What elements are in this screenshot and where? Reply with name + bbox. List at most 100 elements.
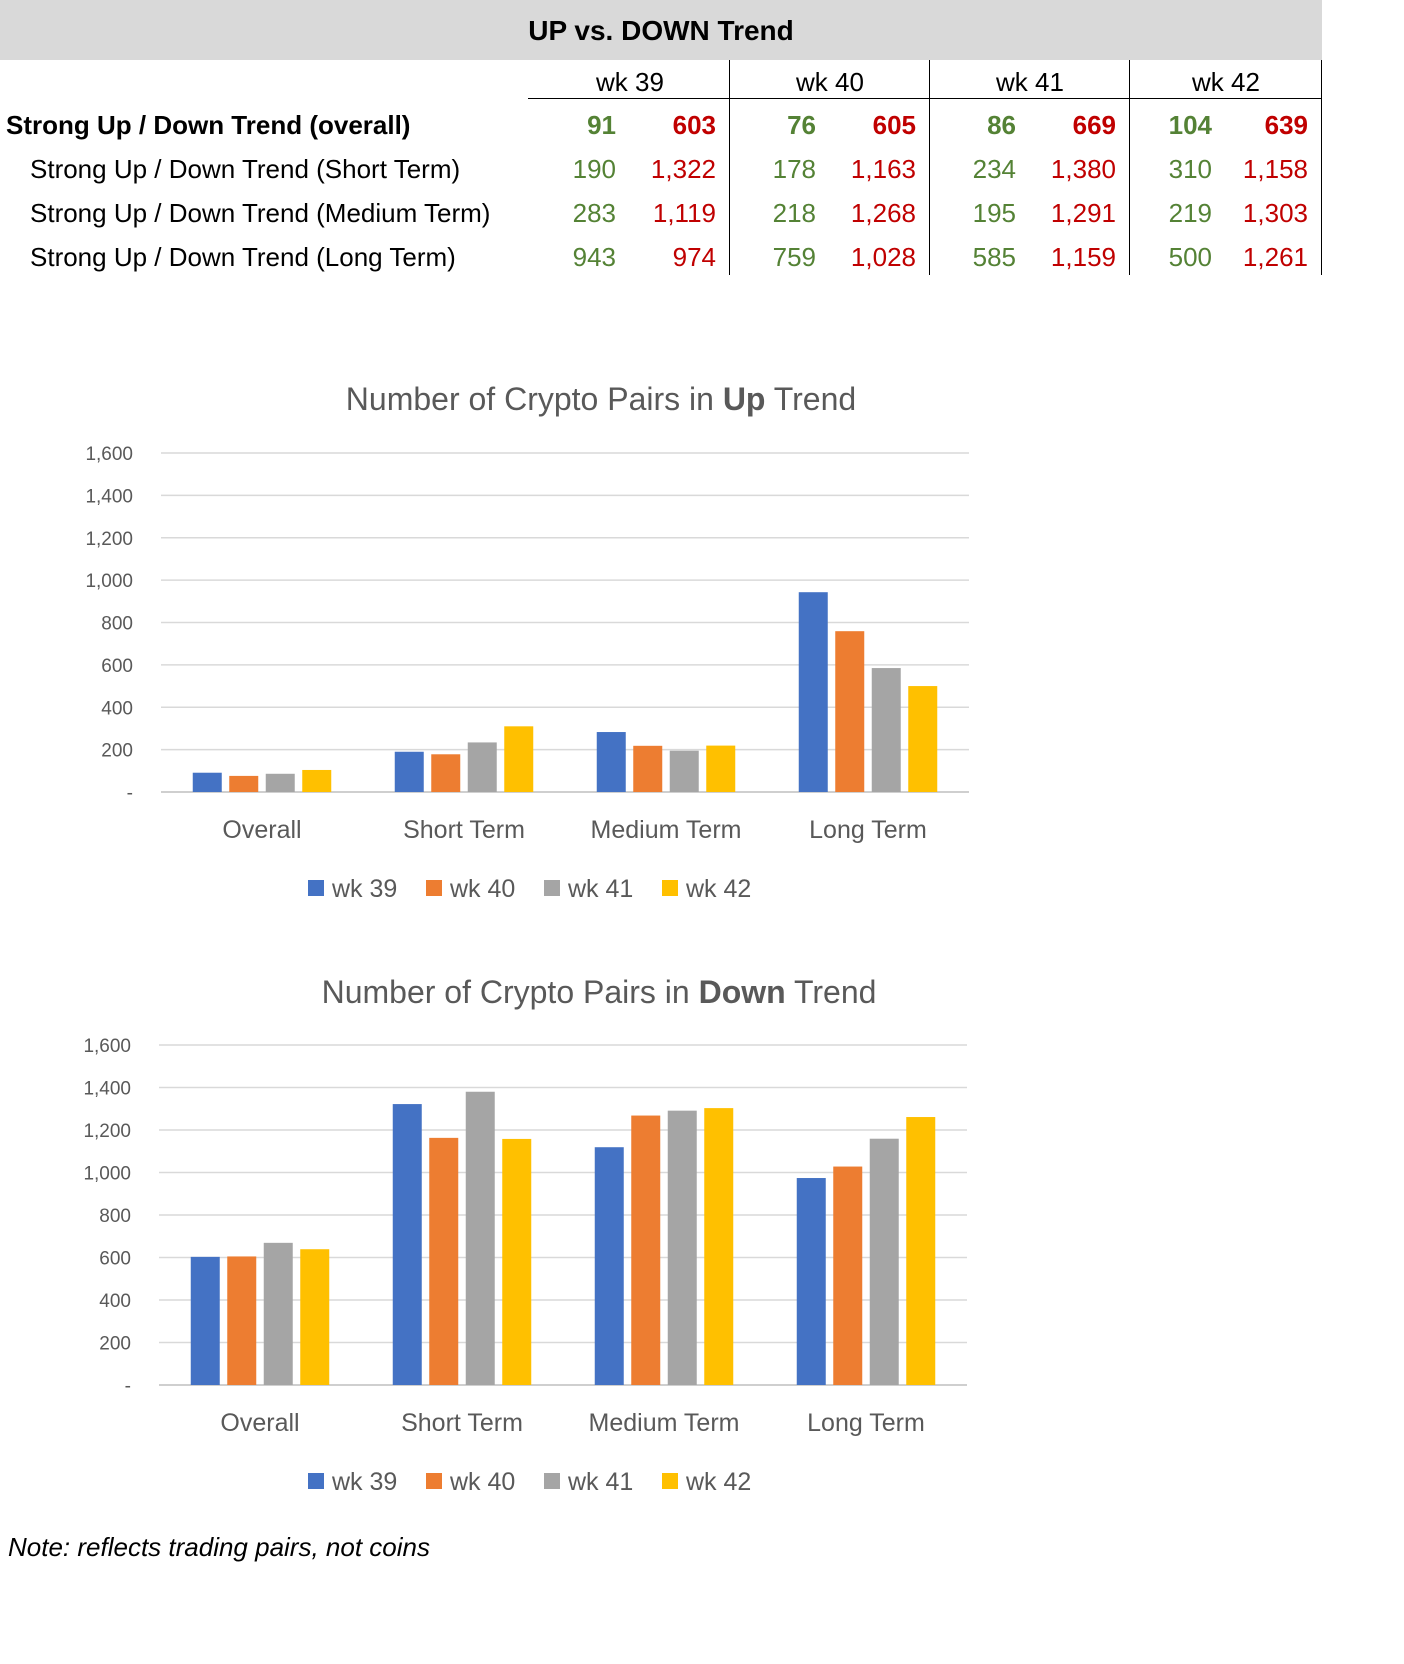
y-tick-label: -	[125, 1376, 131, 1397]
down-count-cell: 605	[872, 110, 916, 140]
up-count-cell: 190	[572, 154, 616, 184]
chart-title: Number of Crypto Pairs in Up Trend	[346, 381, 856, 417]
up-count-cell: 219	[1168, 198, 1212, 228]
category-label: Short Term	[401, 1409, 523, 1437]
down-count-cell: 1,322	[650, 154, 716, 184]
up-trend-chart-svg: Number of Crypto Pairs in Up Trend - 200 40…	[85, 381, 969, 903]
legend-label: wk 39	[331, 875, 397, 903]
legend-label: wk 40	[449, 875, 515, 903]
y-tick-label: 1,600	[85, 444, 133, 465]
y-tick-label: 1,000	[83, 1164, 131, 1185]
up-count-cell: 585	[972, 242, 1016, 272]
bar	[596, 732, 626, 792]
down-count-cell: 1,291	[1050, 198, 1116, 228]
bar	[631, 1115, 661, 1385]
week-header-41: wk 41	[996, 67, 1064, 97]
y-tick-label: 1,000	[85, 571, 133, 592]
legend-swatch	[308, 880, 324, 896]
up-count-cell: 86	[987, 110, 1016, 140]
y-tick-label: 800	[99, 1206, 131, 1227]
bar	[431, 754, 461, 792]
bar	[869, 1138, 899, 1385]
legend-label: wk 39	[331, 1468, 397, 1496]
bar	[633, 745, 663, 792]
legend-label: wk 41	[567, 875, 633, 903]
up-count-cell: 178	[772, 154, 816, 184]
up-count-cell: 91	[587, 110, 616, 140]
category-label: Medium Term	[591, 816, 742, 844]
y-tick-label: 800	[101, 614, 133, 635]
y-tick-label: 1,400	[83, 1079, 131, 1100]
down-count-cell: 1,303	[1242, 198, 1308, 228]
bar	[833, 1166, 863, 1385]
down-count-cell: 603	[672, 110, 716, 140]
legend-swatch	[544, 1473, 560, 1489]
up-count-cell: 943	[572, 242, 616, 272]
y-tick-label: 200	[99, 1334, 131, 1355]
y-tick-label: 600	[99, 1249, 131, 1270]
bar	[594, 1147, 624, 1385]
bar	[302, 769, 332, 792]
bar	[667, 1110, 697, 1385]
bar	[300, 1249, 330, 1385]
column-divider	[1321, 60, 1322, 275]
bar	[465, 1091, 495, 1385]
y-tick-label: -	[127, 783, 133, 804]
bar	[704, 1108, 734, 1385]
down-count-cell: 1,268	[850, 198, 916, 228]
down-count-cell: 669	[1072, 110, 1116, 140]
bar	[192, 772, 222, 792]
legend-swatch	[426, 880, 442, 896]
up-count-cell: 218	[772, 198, 816, 228]
bar	[394, 751, 424, 792]
up-count-cell: 195	[972, 198, 1016, 228]
header-rule	[528, 98, 1322, 99]
bar	[227, 1256, 257, 1385]
y-tick-label: 1,400	[85, 486, 133, 507]
up-count-cell: 310	[1168, 154, 1212, 184]
up-count-cell: 759	[772, 242, 816, 272]
up-count-cell: 76	[787, 110, 816, 140]
bar	[190, 1256, 220, 1385]
row-label: Strong Up / Down Trend (Medium Term)	[30, 198, 491, 228]
bar	[669, 750, 699, 792]
legend-swatch	[662, 1473, 678, 1489]
up-trend-chart: Number of Crypto Pairs in Up Trend - 200 40…	[0, 360, 1000, 920]
bar	[796, 1178, 826, 1385]
down-count-cell: 1,028	[850, 242, 916, 272]
chart-title: Number of Crypto Pairs in Down Trend	[322, 974, 877, 1010]
bar	[392, 1104, 422, 1385]
footnote: Note: reflects trading pairs, not coins	[8, 1532, 430, 1562]
legend-swatch	[308, 1473, 324, 1489]
down-count-cell: 1,163	[850, 154, 916, 184]
legend-label: wk 41	[567, 1468, 633, 1496]
y-tick-label: 1,600	[83, 1036, 131, 1057]
bar	[429, 1137, 459, 1385]
bar	[906, 1117, 936, 1385]
up-count-cell: 104	[1168, 110, 1212, 140]
bar	[502, 1138, 532, 1385]
category-label: Overall	[222, 816, 301, 844]
bar	[263, 1242, 293, 1385]
category-label: Long Term	[809, 816, 927, 844]
trend-table: wk 39 wk 40 wk 41 wk 42 Strong Up / Down…	[0, 60, 1322, 278]
column-divider	[929, 60, 930, 275]
week-header-40: wk 40	[796, 67, 864, 97]
legend-label: wk 42	[685, 875, 751, 903]
down-count-cell: 974	[672, 242, 716, 272]
y-tick-label: 400	[99, 1291, 131, 1312]
legend-swatch	[662, 880, 678, 896]
row-label: Strong Up / Down Trend (overall)	[6, 110, 411, 140]
bar	[706, 745, 736, 792]
bar	[835, 631, 865, 792]
category-label: Short Term	[403, 816, 525, 844]
bar	[871, 668, 901, 792]
down-trend-chart: Number of Crypto Pairs in Down Trend - 200…	[0, 953, 1000, 1513]
category-label: Medium Term	[589, 1409, 740, 1437]
y-tick-label: 600	[101, 656, 133, 677]
legend-label: wk 40	[449, 1468, 515, 1496]
bar	[467, 742, 497, 792]
row-label: Strong Up / Down Trend (Long Term)	[30, 242, 456, 272]
down-trend-chart-svg: Number of Crypto Pairs in Down Trend - 200…	[83, 974, 967, 1496]
y-tick-label: 1,200	[83, 1121, 131, 1142]
